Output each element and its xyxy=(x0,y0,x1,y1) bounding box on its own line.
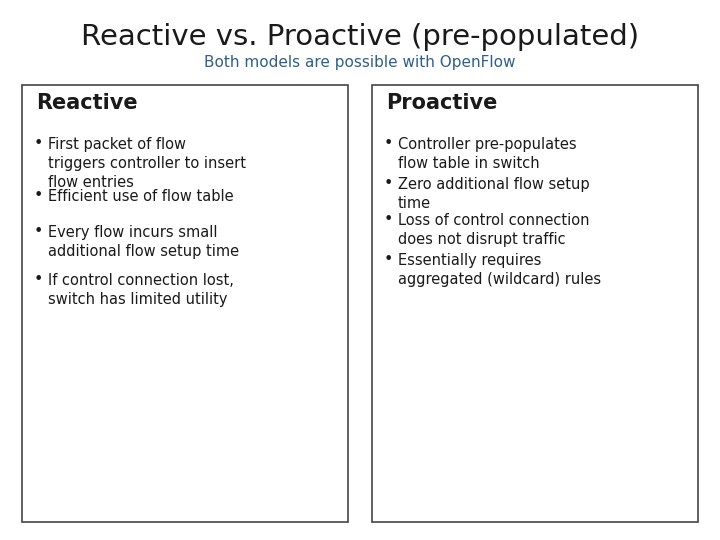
Text: •: • xyxy=(33,136,42,151)
Bar xyxy=(372,85,698,522)
Text: Reactive: Reactive xyxy=(36,93,138,113)
Text: Controller pre-populates
flow table in switch: Controller pre-populates flow table in s… xyxy=(398,137,577,171)
Text: Proactive: Proactive xyxy=(386,93,498,113)
Text: •: • xyxy=(33,272,42,287)
Text: First packet of flow
triggers controller to insert
flow entries: First packet of flow triggers controller… xyxy=(48,137,246,191)
Text: Every flow incurs small
additional flow setup time: Every flow incurs small additional flow … xyxy=(48,225,239,259)
Text: •: • xyxy=(383,252,392,267)
Text: Reactive vs. Proactive (pre-populated): Reactive vs. Proactive (pre-populated) xyxy=(81,23,639,51)
Text: •: • xyxy=(383,136,392,151)
Text: Loss of control connection
does not disrupt traffic: Loss of control connection does not disr… xyxy=(398,213,590,247)
Text: •: • xyxy=(383,176,392,191)
Text: •: • xyxy=(33,224,42,239)
Text: Both models are possible with OpenFlow: Both models are possible with OpenFlow xyxy=(204,56,516,71)
Text: Efficient use of flow table: Efficient use of flow table xyxy=(48,189,233,204)
Text: Zero additional flow setup
time: Zero additional flow setup time xyxy=(398,177,590,211)
Text: •: • xyxy=(33,188,42,203)
Text: •: • xyxy=(383,212,392,227)
Text: If control connection lost,
switch has limited utility: If control connection lost, switch has l… xyxy=(48,273,234,307)
Text: Essentially requires
aggregated (wildcard) rules: Essentially requires aggregated (wildcar… xyxy=(398,253,601,287)
Bar xyxy=(22,85,348,522)
